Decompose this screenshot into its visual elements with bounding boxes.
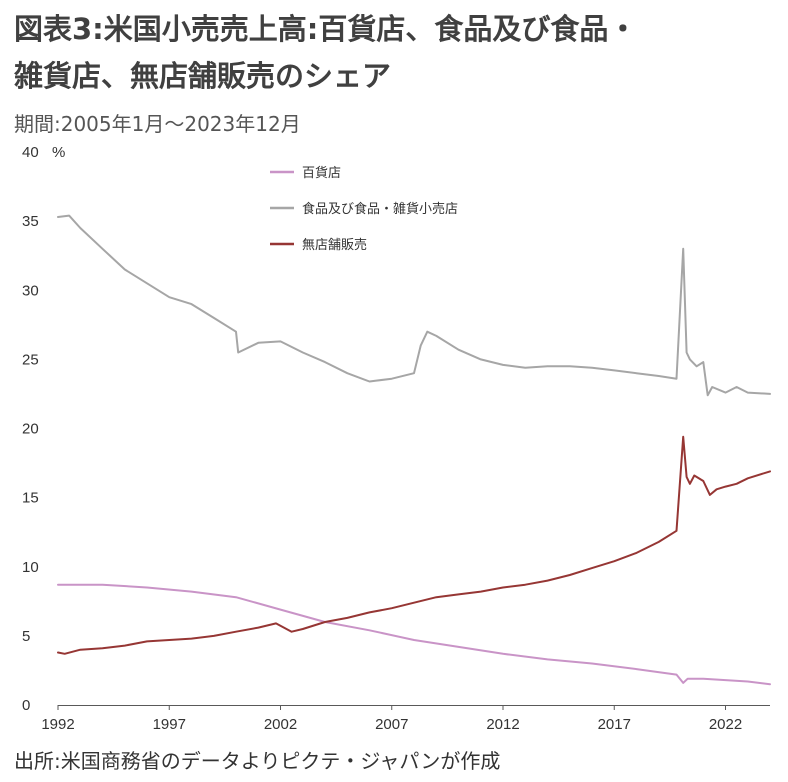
chart-title: 図表3:米国小売売上高:百貨店、食品及び食品・ 雑貨店、無店舗販売のシェア bbox=[14, 6, 784, 100]
x-tick-label: 2017 bbox=[598, 716, 631, 733]
x-tick-label: 2002 bbox=[264, 716, 297, 733]
y-tick-label: 15 bbox=[22, 490, 39, 507]
series-line-1 bbox=[57, 214, 771, 397]
y-tick-label: 40 bbox=[22, 144, 39, 161]
legend-label: 無店舗販売 bbox=[302, 237, 367, 253]
legend-label: 食品及び食品・雑貨小売店 bbox=[302, 201, 458, 217]
series-line-2 bbox=[57, 435, 771, 655]
y-tick-label: 25 bbox=[22, 351, 39, 368]
period-label: 期間:2005年1月～2023年12月 bbox=[14, 112, 301, 136]
x-tick-label: 1992 bbox=[41, 716, 74, 733]
x-tick-label: 1997 bbox=[153, 716, 186, 733]
y-tick-label: 0 bbox=[22, 697, 30, 714]
x-tick-label: 2007 bbox=[375, 716, 408, 733]
x-tick-label: 2022 bbox=[709, 716, 742, 733]
y-tick-label: 5 bbox=[22, 628, 30, 645]
y-tick-label: 30 bbox=[22, 282, 39, 299]
legend-label: 百貨店 bbox=[302, 165, 341, 181]
source-note: 出所:米国商務省のデータよりピクテ・ジャパンが作成 bbox=[14, 749, 501, 773]
x-tick-label: 2012 bbox=[486, 716, 519, 733]
y-tick-label: 20 bbox=[22, 421, 39, 438]
title-line-2: 雑貨店、無店舗販売のシェア bbox=[14, 59, 392, 93]
series-line-0 bbox=[57, 583, 771, 686]
y-tick-label: 35 bbox=[22, 213, 39, 230]
y-tick-label: 10 bbox=[22, 559, 39, 576]
title-line-1: 図表3:米国小売売上高:百貨店、食品及び食品・ bbox=[14, 12, 638, 46]
y-unit-label: % bbox=[52, 144, 65, 161]
